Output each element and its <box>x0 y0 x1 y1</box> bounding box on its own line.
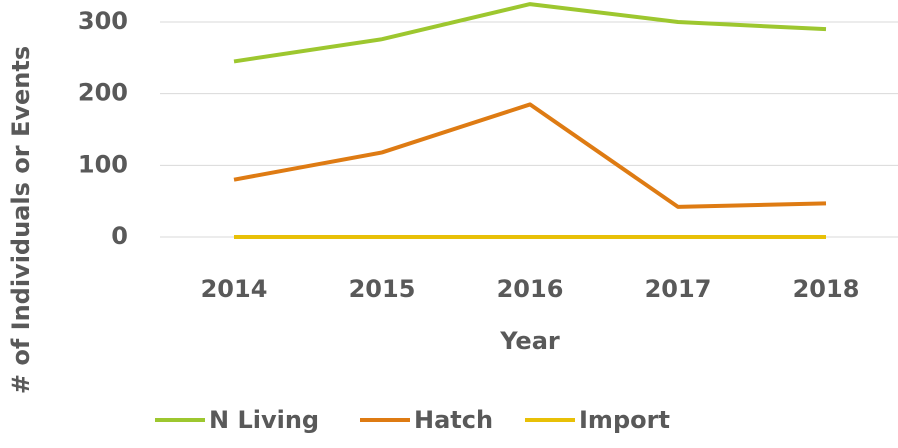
x-tick-label: 2016 <box>497 275 564 303</box>
x-tick-label: 2017 <box>645 275 712 303</box>
y-tick-label: 200 <box>78 79 128 107</box>
legend-label: Import <box>579 406 670 434</box>
x-axis-label: Year <box>499 327 560 355</box>
y-tick-label: 300 <box>78 7 128 35</box>
y-tick-label: 100 <box>78 150 128 178</box>
x-tick-label: 2014 <box>201 275 268 303</box>
x-tick-label: 2015 <box>349 275 416 303</box>
legend-label: N Living <box>209 406 319 434</box>
series-line <box>233 102 827 209</box>
series-line <box>233 2 827 64</box>
y-axis-label: # of Individuals or Events <box>7 46 35 394</box>
y-tick-label: 0 <box>111 222 128 250</box>
legend-label: Hatch <box>414 406 493 434</box>
x-tick-label: 2018 <box>793 275 860 303</box>
